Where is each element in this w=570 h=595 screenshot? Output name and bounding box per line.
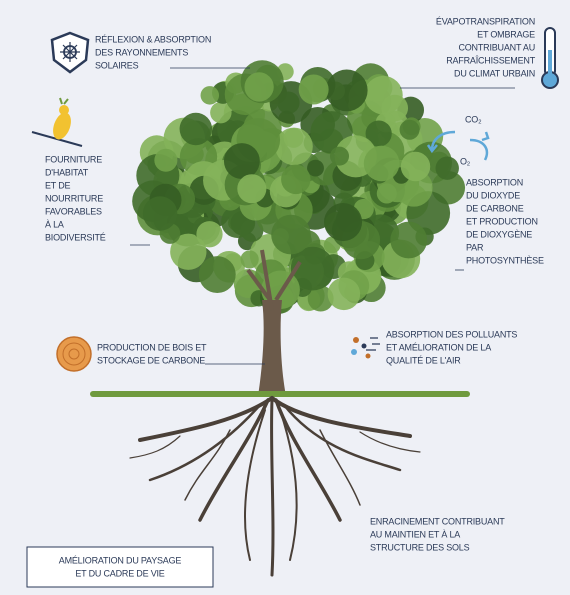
callout-line: ÉVAPOTRANSPIRATION — [436, 16, 535, 26]
leaf-cluster — [143, 196, 177, 230]
callout-line: PAR — [466, 242, 484, 252]
callout-line: DU CLIMAT URBAIN — [454, 68, 535, 78]
leaf-cluster — [307, 160, 324, 177]
o2-label: O₂ — [460, 156, 471, 166]
callout-line: DES RAYONNEMENTS — [95, 47, 188, 57]
leaf-cluster — [275, 128, 313, 166]
footer-line: AMÉLIORATION DU PAYSAGE — [59, 555, 182, 565]
callout-line: STOCKAGE DE CARBONE — [97, 355, 205, 365]
leaf-cluster — [237, 174, 266, 203]
callout-line: ET OMBRAGE — [477, 29, 535, 39]
callout-line: RÉFLEXION & ABSORPTION — [95, 34, 211, 44]
leaf-cluster — [364, 76, 403, 115]
leaf-cluster — [224, 143, 260, 179]
callout-line: SOLAIRES — [95, 60, 139, 70]
leaf-cluster — [364, 146, 400, 182]
leaf-cluster — [241, 250, 259, 268]
callout-line: DE DIOXYGÈNE — [466, 229, 532, 239]
grass — [90, 391, 470, 397]
callout-line: ABSORPTION DES POLLUANTS — [386, 329, 517, 339]
leaf-cluster — [330, 147, 349, 166]
callout-line: ET PRODUCTION — [466, 216, 538, 226]
callout-line: CONTRIBUANT AU — [458, 42, 535, 52]
leaf-cluster — [324, 203, 362, 241]
callout-line: NOURRITURE — [45, 193, 103, 203]
callout-line: ABSORPTION — [466, 177, 523, 187]
leaf-cluster — [377, 183, 397, 203]
callout-line: ET AMÉLIORATION DE LA — [386, 342, 491, 352]
callout-line: PHOTOSYNTHÈSE — [466, 255, 544, 265]
infographic: CO₂ O₂ RÉFLEXION & ABSORPTION DES RAYONNE… — [0, 0, 570, 595]
callout-line: À LA — [45, 219, 64, 229]
leaf-cluster — [244, 72, 273, 101]
leaf-cluster — [271, 215, 311, 255]
callout-line: AU MAINTIEN ET À LA — [370, 529, 460, 539]
leaf-cluster — [400, 120, 420, 140]
leaf-cluster — [154, 149, 177, 172]
callout-line: STRUCTURE DES SOLS — [370, 542, 470, 552]
leaf-cluster — [390, 222, 427, 259]
leaf-cluster — [436, 156, 459, 179]
leaf-cluster — [299, 75, 329, 105]
callout-line: ENRACINEMENT CONTRIBUANT — [370, 516, 505, 526]
footer-box — [27, 547, 213, 587]
leaf-cluster — [281, 165, 310, 194]
callout-line: RAFRAÎCHISSEMENT — [446, 55, 536, 65]
callout-line: DE CARBONE — [466, 203, 524, 213]
callout-line: FAVORABLES — [45, 206, 102, 216]
callout-line: QUALITÉ DE L'AIR — [386, 355, 461, 365]
leaf-cluster — [328, 278, 361, 311]
leaf-cluster — [326, 70, 368, 112]
leaf-cluster — [180, 113, 212, 145]
leaf-cluster — [201, 86, 220, 105]
leaf-cluster — [196, 221, 222, 247]
leaf-cluster — [199, 256, 236, 293]
callout-line: D'HABITAT — [45, 167, 89, 177]
co2-label: CO₂ — [465, 114, 482, 124]
callout-line: ET DE — [45, 180, 71, 190]
callout-line: FOURNITURE — [45, 154, 102, 164]
callout-line: DU DIOXYDE — [466, 190, 520, 200]
thermometer-icon — [542, 28, 558, 88]
callout-line: PRODUCTION DE BOIS ET — [97, 342, 207, 352]
callout-line: BIODIVERSITÉ — [45, 232, 106, 242]
wood-icon — [57, 337, 91, 371]
footer-line: ET DU CADRE DE VIE — [75, 568, 164, 578]
leaf-cluster — [401, 152, 430, 181]
